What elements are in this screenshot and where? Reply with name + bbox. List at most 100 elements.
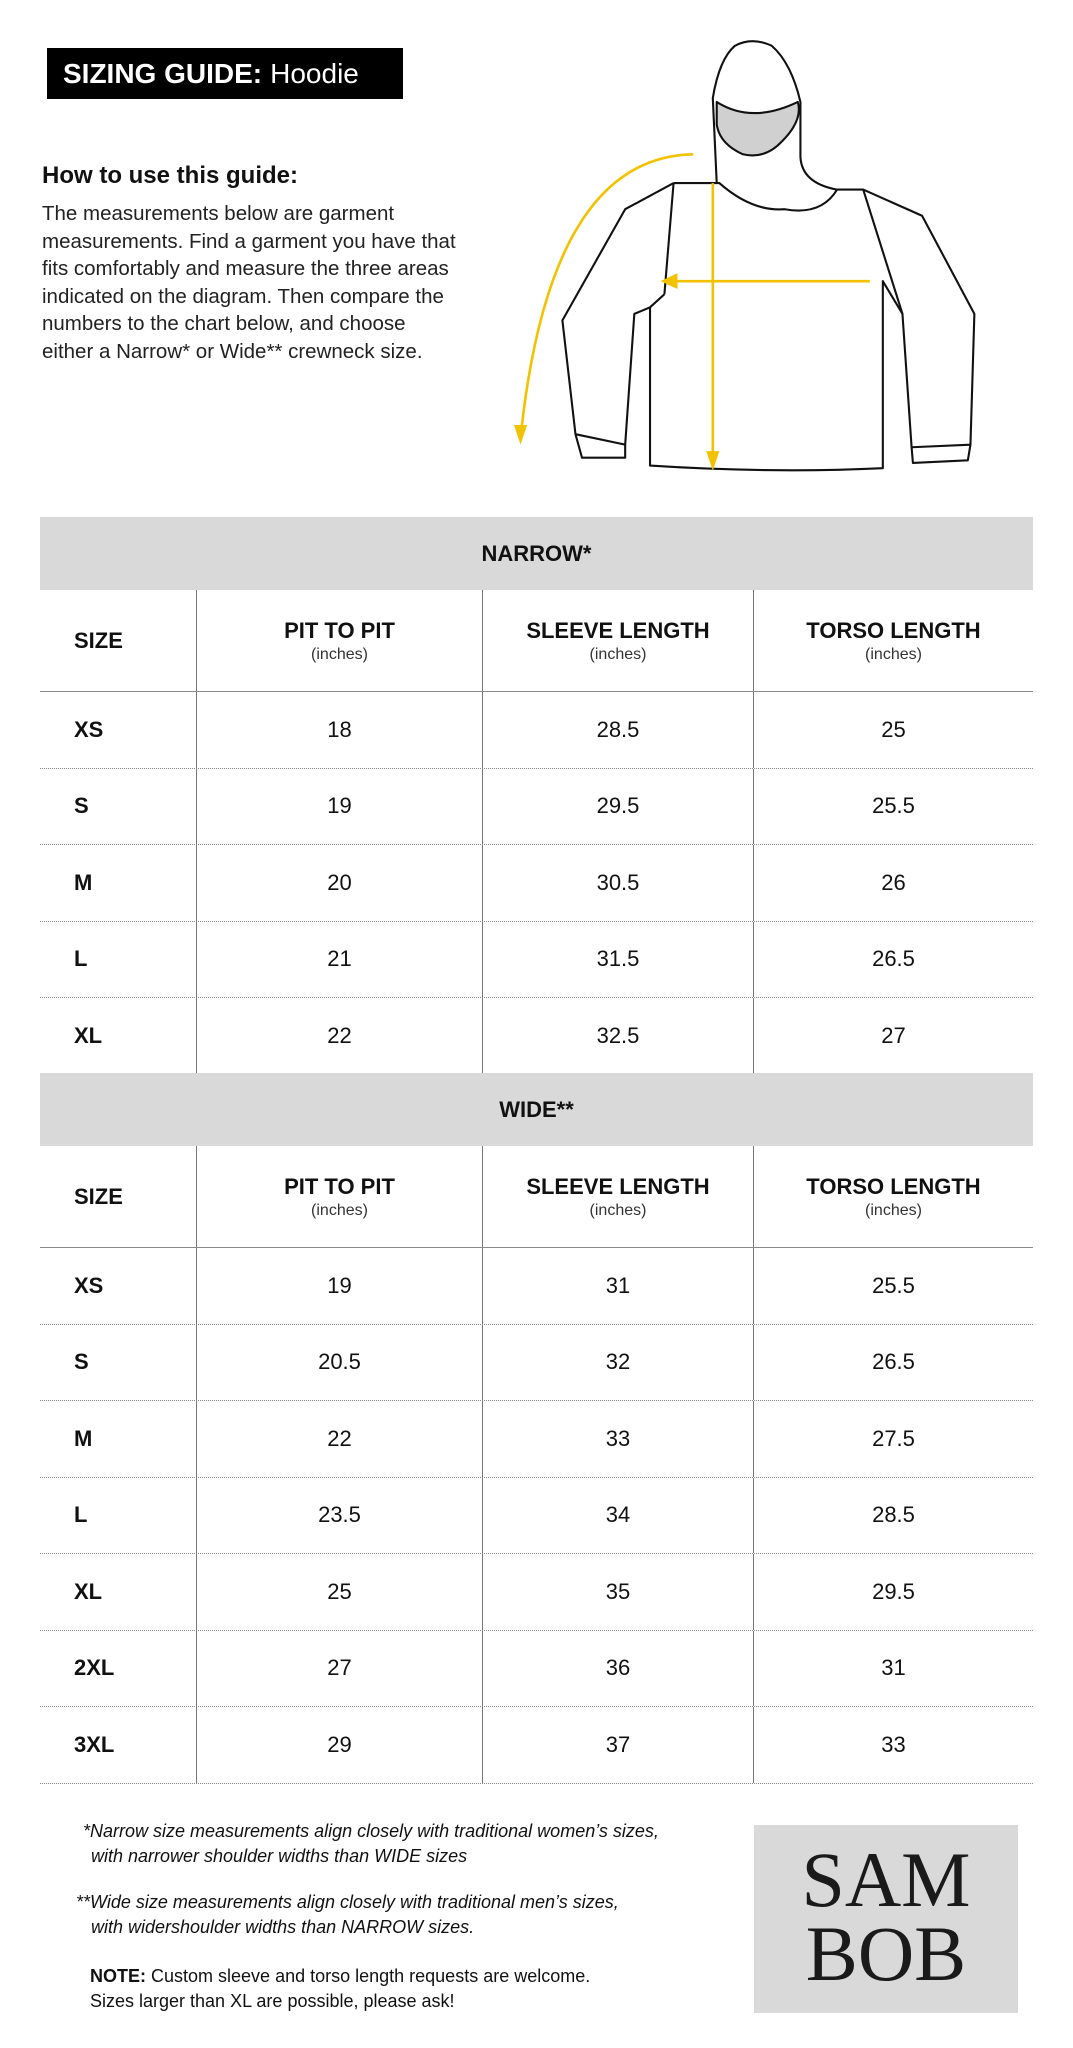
cuffs (574, 433, 972, 465)
table-cell: 27.5 (753, 1401, 1033, 1477)
table-cell: 3XL (40, 1707, 196, 1783)
table-cell: 25.5 (753, 1248, 1033, 1324)
pit-cell: 21 (327, 946, 352, 972)
table-cell: 33 (482, 1401, 753, 1477)
unit-label: (inches) (311, 1201, 368, 1219)
table-cell: 33 (753, 1707, 1033, 1783)
pit-cell: 27 (327, 1655, 352, 1681)
instructions-heading: How to use this guide: (42, 162, 298, 189)
hoodie-diagram (514, 40, 976, 472)
pit-cell: 19 (327, 793, 352, 819)
table-cell: 19 (196, 1248, 482, 1324)
table-cell: 20.5 (196, 1324, 482, 1400)
pit-cell: 20.5 (318, 1349, 361, 1375)
sleeve-cell: 35 (605, 1578, 631, 1604)
sleeve-cell: 37 (605, 1731, 631, 1757)
size-cell: L (74, 946, 88, 972)
torso-cell: 26.5 (872, 946, 915, 972)
note: NOTE: Custom sleeve and torso length req… (90, 1964, 590, 2013)
column-header-row: SIZE PIT TO PIT (inches) SLEEVE LENGTH (in… (40, 1146, 1033, 1248)
table-cell: 35 (482, 1554, 753, 1630)
sleeve-arrow (519, 152, 694, 439)
table-cell: 20 (196, 845, 482, 921)
table-cell: 25.5 (753, 768, 1033, 844)
pit-cell: 22 (327, 1022, 352, 1048)
page-title: SIZING GUIDE: Hoodie (47, 48, 403, 99)
unit-label: (inches) (589, 1201, 647, 1219)
table-row: XL 25 35 29.5 (40, 1554, 1033, 1631)
table-cell: 25 (196, 1554, 482, 1630)
table-cell: 32.5 (482, 998, 753, 1074)
torso-cell: 33 (881, 1731, 906, 1757)
table-cell: 27 (196, 1630, 482, 1706)
table-cell: M (40, 845, 196, 921)
table-cell: XS (40, 692, 196, 768)
logo-line: BOB (805, 1910, 967, 1997)
arrow-head-icon (514, 425, 528, 445)
table-row: XS 19 31 25.5 (40, 1248, 1033, 1325)
instructions-text: The measurements below are garment measu… (42, 202, 456, 363)
table-cell: XL (40, 998, 196, 1074)
col-torso: TORSO LENGTH (806, 1173, 981, 1199)
table-cell: 31 (753, 1630, 1033, 1706)
table-cell: L (40, 922, 196, 998)
table-cell: 31.5 (482, 921, 753, 997)
table-cell: 18 (196, 692, 482, 768)
pit-cell: 18 (327, 716, 352, 742)
sleeve-cell: 29.5 (596, 793, 640, 819)
table-cell: 2XL (40, 1631, 196, 1707)
torso-cell: 26 (881, 869, 906, 895)
logo-line: SAM (801, 1836, 971, 1923)
column-header-row: SIZE PIT TO PIT (inches) SLEEVE LENGTH (in… (40, 590, 1033, 692)
table-cell: 19 (196, 768, 482, 844)
torso-cell: 26.5 (872, 1349, 915, 1375)
face-opening (715, 100, 800, 157)
table-cell: 29.5 (753, 1554, 1033, 1630)
pit-cell: 25 (327, 1578, 352, 1604)
wide-footnote: **Wide size measurements align closely w… (76, 1890, 619, 1939)
col-torso: TORSO LENGTH (806, 617, 981, 643)
table-cell: 27 (753, 998, 1033, 1074)
hood-outline (711, 40, 839, 212)
narrow-header: NARROW* (40, 517, 1033, 590)
table-row: 3XL 29 37 33 (40, 1707, 1033, 1784)
sambob-logo: SAM BOB (754, 1825, 1018, 2013)
note-line: Custom sleeve and torso length requests … (151, 1966, 591, 1986)
table-row: S 20.5 32 26.5 (40, 1324, 1033, 1401)
sleeve-cell: 31 (605, 1272, 631, 1298)
col-sleeve: SLEEVE LENGTH (526, 617, 710, 643)
torso-cell: 28.5 (872, 1502, 915, 1528)
title-product: Hoodie (270, 57, 359, 89)
sleeve-cell: 34 (605, 1502, 631, 1528)
table-cell: 26.5 (753, 1324, 1033, 1400)
title-bold: SIZING GUIDE: (63, 57, 263, 89)
size-cell: L (74, 1502, 88, 1528)
table-row: M 20 30.5 26 (40, 845, 1033, 922)
unit-label: (inches) (865, 645, 922, 663)
footnote-line: *Narrow size measurements align closely … (83, 1821, 659, 1841)
table-cell: 37 (482, 1707, 753, 1783)
col-size: SIZE (74, 627, 123, 653)
table-cell: 21 (196, 921, 482, 997)
sleeve-cell: 36 (605, 1655, 631, 1681)
table-cell: 30.5 (482, 845, 753, 921)
table-row: XS 18 28.5 25 (40, 692, 1033, 769)
torso-cell: 25.5 (872, 793, 915, 819)
sleeve-cell: 32.5 (596, 1022, 640, 1048)
table-cell: 28.5 (753, 1477, 1033, 1553)
size-cell: M (74, 869, 93, 895)
unit-label: (inches) (865, 1201, 922, 1219)
torso-cell: 29.5 (872, 1578, 915, 1604)
table-cell: 26.5 (753, 921, 1033, 997)
torso-cell: 27.5 (872, 1425, 915, 1451)
table-cell: 32 (482, 1324, 753, 1400)
size-cell: 3XL (74, 1731, 115, 1757)
table-cell: 26 (753, 845, 1033, 921)
table-cell: M (40, 1401, 196, 1477)
col-sleeve: SLEEVE LENGTH (526, 1173, 710, 1199)
narrow-table: NARROW* SIZE PIT TO PIT (inches) SLEEVE L… (40, 517, 1033, 1075)
table-cell: S (40, 1325, 196, 1401)
table-cell: 25 (753, 692, 1033, 768)
table-cell: L (40, 1478, 196, 1554)
size-cell: XS (74, 1272, 104, 1298)
